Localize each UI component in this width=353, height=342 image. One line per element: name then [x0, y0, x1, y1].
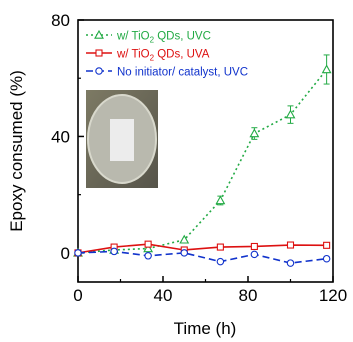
series-line	[77, 243, 327, 254]
legend-label-rest: QDs, UVC	[154, 31, 211, 43]
legend-label: No initiator/ catalyst, UVC	[117, 67, 248, 79]
y-tick-label: 0	[61, 244, 70, 263]
data-point	[286, 259, 295, 267]
data-point	[143, 243, 154, 253]
legend-label-main: No initiator/ catalyst, UVC	[117, 67, 248, 79]
data-point	[179, 234, 190, 244]
data-point	[250, 242, 258, 251]
data-point	[144, 240, 152, 248]
x-tick-label: 0	[73, 286, 82, 305]
x-tick-label: 120	[319, 286, 347, 305]
y-tick-label: 40	[51, 127, 70, 146]
data-point	[285, 109, 296, 119]
data-point	[286, 241, 295, 249]
data-point	[322, 254, 331, 263]
data-point	[74, 249, 82, 257]
legend-item: w/ TiO2 QDs, UVC	[86, 29, 211, 45]
data-point	[95, 67, 103, 75]
legend-label-main: w/ TiO	[116, 49, 150, 61]
x-tick-label: 80	[239, 286, 258, 305]
legend-label-rest: QDs, UVA	[154, 49, 210, 61]
series-line	[77, 250, 327, 264]
legend-label: w/ TiO2 QDs, UVA	[116, 49, 210, 63]
data-point	[95, 49, 103, 57]
x-tick-label: 40	[154, 286, 173, 305]
legend-label-sub: 2	[150, 54, 155, 63]
y-tick-label: 80	[51, 11, 70, 30]
data-point	[216, 257, 225, 266]
data-point	[94, 29, 104, 39]
legend-label: w/ TiO2 QDs, UVC	[116, 31, 211, 45]
data-point	[323, 241, 331, 249]
data-point	[110, 247, 118, 256]
legend-item: w/ TiO2 QDs, UVA	[86, 49, 210, 63]
axis-ticks: 0 40 80 120 0 40 80	[51, 11, 347, 305]
legend-label-sub: 2	[150, 36, 155, 45]
data-point	[144, 252, 152, 260]
data-point	[215, 195, 226, 205]
legend-item: No initiator/ catalyst, UVC	[86, 67, 248, 79]
data-point	[180, 249, 189, 257]
data-point	[216, 243, 224, 251]
y-axis-label: Epoxy consumed (%)	[7, 70, 26, 232]
data-point	[321, 64, 332, 74]
series-group	[74, 240, 331, 257]
plot-series	[73, 54, 332, 267]
legend-label-main: w/ TiO	[116, 31, 150, 43]
x-axis-label: Time (h)	[174, 319, 237, 338]
series-line	[77, 68, 328, 254]
series-group	[74, 247, 331, 267]
inset-photo	[86, 90, 158, 188]
data-point	[250, 250, 259, 259]
data-point	[249, 128, 260, 138]
